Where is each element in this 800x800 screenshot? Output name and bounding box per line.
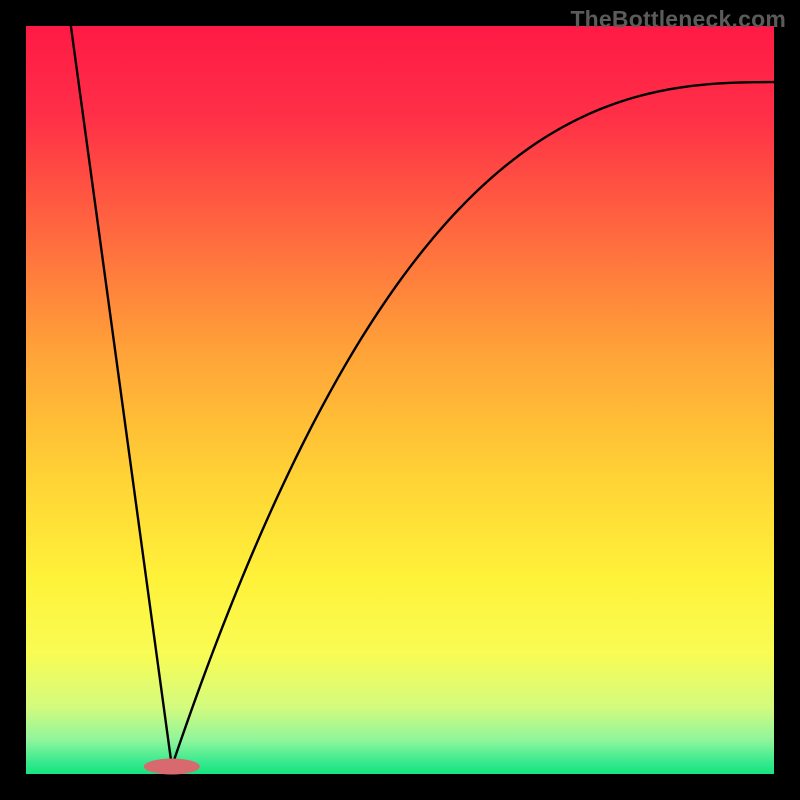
plot-area bbox=[26, 26, 774, 774]
watermark-text: TheBottleneck.com bbox=[570, 6, 786, 33]
chart-container: TheBottleneck.com bbox=[0, 0, 800, 800]
optimal-marker bbox=[144, 759, 200, 775]
bottleneck-chart bbox=[0, 0, 800, 800]
